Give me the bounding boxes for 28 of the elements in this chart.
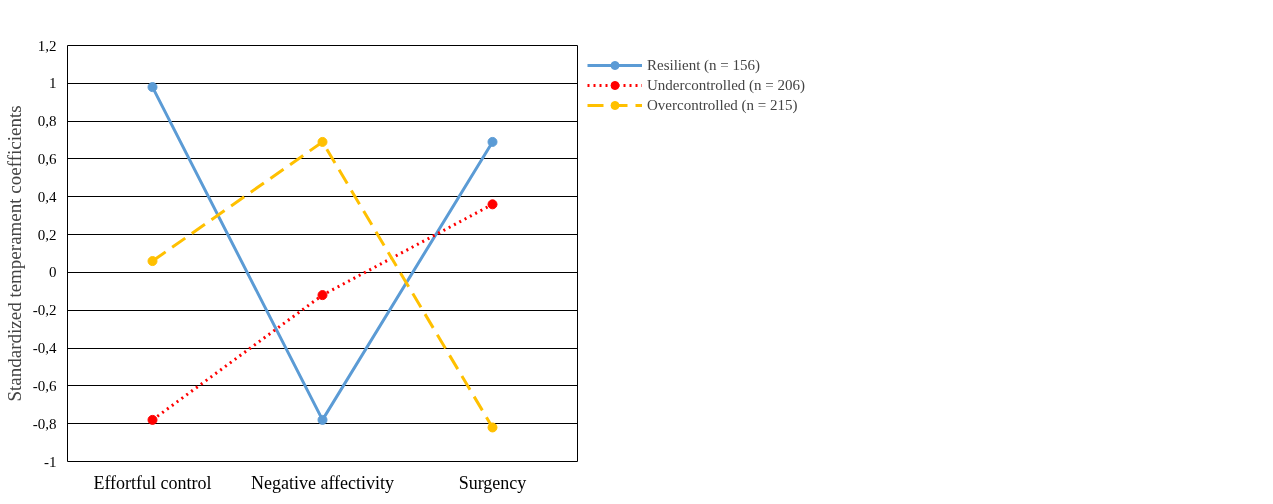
point	[317, 136, 328, 147]
point	[487, 136, 498, 147]
x-tick-label: Surgency	[458, 472, 527, 493]
y-tick-label: -0,6	[32, 377, 57, 394]
y-tick-label: -0,2	[32, 302, 57, 319]
x-tick-label: Effortful control	[93, 472, 212, 493]
y-axis-title: Standardized temperament coefficients	[3, 105, 25, 402]
point	[317, 414, 328, 425]
point	[487, 422, 498, 433]
y-tick-label: 0,4	[37, 188, 57, 205]
point	[147, 82, 158, 93]
y-tick-label: -0,8	[32, 415, 57, 432]
legend-label: Undercontrolled (n = 206)	[647, 76, 805, 94]
legend-label: Overcontrolled (n = 215)	[647, 96, 798, 114]
point	[317, 290, 328, 301]
y-tick-label: 1,2	[37, 37, 57, 54]
y-tick-label: 0,2	[37, 226, 57, 243]
point	[147, 414, 158, 425]
y-tick-label: 0,6	[37, 150, 57, 167]
y-tick-label: 0	[49, 264, 57, 281]
y-tick-label: -0,4	[32, 340, 57, 357]
y-tick-label: -1	[44, 453, 57, 470]
x-tick-label: Negative affectivity	[250, 472, 395, 493]
point	[487, 199, 498, 210]
point	[147, 256, 158, 267]
y-tick-label: 0,8	[37, 113, 57, 130]
y-tick-label: 1	[49, 75, 57, 92]
legend-label: Resilient (n = 156)	[647, 56, 761, 74]
